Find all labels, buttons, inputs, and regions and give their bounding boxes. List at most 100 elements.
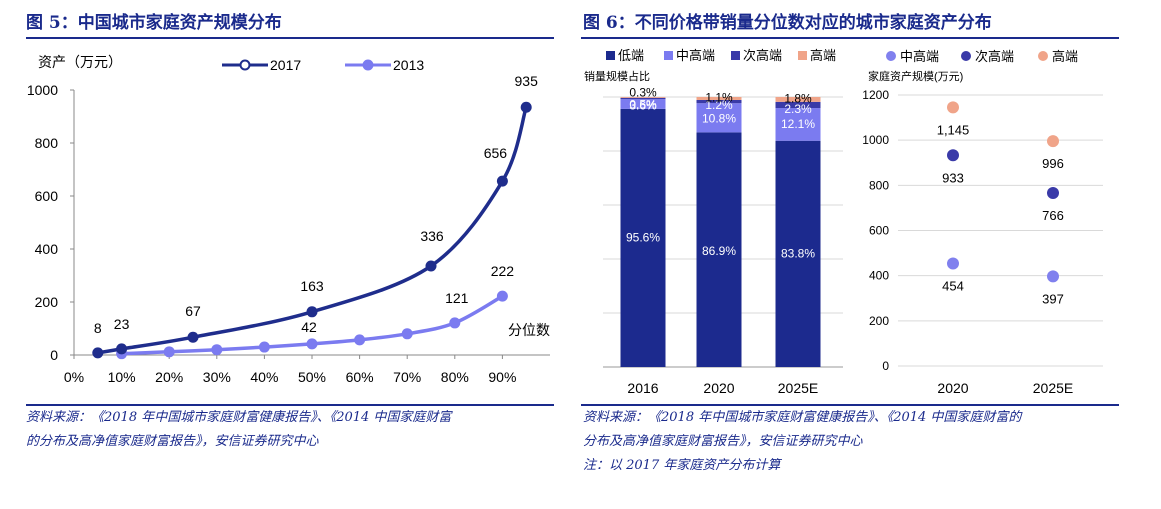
legend-marker-次高端 [961, 51, 971, 61]
x-tick-label: 30% [203, 369, 231, 385]
y-tick-label: 400 [35, 241, 59, 257]
data-point-2013 [258, 341, 270, 353]
x-tick-label: 20% [155, 369, 183, 385]
legend-label-高端: 高端 [810, 48, 836, 63]
bar-segment-次高端 [696, 99, 742, 104]
legend-label-次高端: 次高端 [975, 49, 1014, 64]
bar-segment-中高端 [620, 99, 666, 109]
x-tick-label: 80% [441, 369, 469, 385]
bar-segment-低端 [775, 140, 821, 367]
x-tick-label: 2020 [703, 380, 734, 396]
bar-segment-中高端 [775, 108, 821, 141]
figure-6-panel: 图 6：不同价格带销量分位数对应的城市家庭资产分布 销量规模占比 低端 中高端 次高端… [578, 0, 1161, 509]
legend-swatch-中高端 [664, 51, 673, 60]
figure-6-source-line2: 分布及高净值家庭财富报告》，安信证券研究中心 [583, 434, 863, 449]
figure-6-bottom-rule [581, 404, 1119, 406]
figure-6-note: 注：以 2017 年家庭资产分布计算 [583, 458, 781, 473]
legend-label-低端: 低端 [618, 48, 644, 63]
data-label-中高端: 454 [942, 278, 964, 293]
legend-marker-2017 [239, 59, 251, 71]
figure-5-source-line1: 资料来源：《2018 年中国城市家庭财富健康报告》、《2014 中国家庭财富 [26, 410, 452, 425]
data-point-2013 [306, 338, 318, 350]
figure-5-top-rule [26, 37, 554, 39]
figure-6-top-rule [581, 37, 1119, 39]
data-point-中高端 [1047, 270, 1059, 283]
bar-segment-高端 [775, 97, 821, 102]
data-label-高端: 996 [1042, 156, 1064, 171]
y-tick-label: 400 [869, 269, 889, 283]
data-label-2017: 67 [185, 303, 201, 319]
data-label-次高端: 1.2% [705, 98, 733, 112]
data-point-2013 [401, 328, 413, 340]
x-tick-label: 40% [250, 369, 278, 385]
legend-swatch-低端 [606, 51, 615, 60]
data-label-2017: 163 [300, 278, 324, 294]
x-tick-label: 2025E [778, 380, 818, 396]
data-point-次高端 [947, 149, 959, 162]
x-tick-label: 60% [346, 369, 374, 385]
legend-label-2013: 2013 [393, 57, 424, 73]
data-point-2017 [520, 101, 532, 113]
x-tick-label: 50% [298, 369, 326, 385]
figure-5-bottom-rule [26, 404, 554, 406]
data-point-次高端 [1047, 187, 1059, 200]
x-tick-label: 2025E [1033, 380, 1073, 396]
x-tick-label: 90% [488, 369, 516, 385]
x-tick-label: 10% [108, 369, 136, 385]
legend-label-2017: 2017 [270, 57, 301, 73]
data-label-中高端: 10.8% [702, 112, 736, 126]
figure-5-source: 资料来源：《2018 年中国城市家庭财富健康报告》、《2014 中国家庭财富 的… [26, 406, 451, 454]
x-tick-label: 70% [393, 369, 421, 385]
data-point-中高端 [947, 257, 959, 270]
data-label-2017: 935 [515, 73, 539, 89]
y-tick-label: 1000 [27, 82, 58, 98]
data-point-2017 [116, 343, 128, 355]
data-label-高端: 1.8% [784, 92, 812, 106]
bar-segment-中高端 [696, 103, 742, 133]
data-label-次高端: 766 [1042, 208, 1064, 223]
y-tick-label: 1200 [862, 88, 889, 102]
y-axis-title: 销量规模占比 [584, 69, 650, 83]
y-axis-title: 家庭资产规模(万元) [868, 69, 963, 83]
figure-5-chart: 0 200 400 600 800 1000 0% 10% 20% 30% 40% 50% 60% 70%… [27, 54, 550, 385]
legend-swatch-次高端 [731, 51, 740, 60]
x-tick-label: 2020 [937, 380, 968, 396]
y-tick-label: 200 [35, 294, 59, 310]
data-label-低端: 83.8% [781, 247, 815, 261]
bar-segment-低端 [696, 132, 742, 367]
data-point-2017 [496, 175, 508, 187]
y-tick-label: 1000 [862, 133, 889, 147]
data-label-2017: 23 [114, 316, 130, 332]
bar-segment-次高端 [775, 101, 821, 109]
data-point-2017 [306, 306, 318, 318]
data-label-2013: 121 [445, 290, 469, 306]
data-label-中高端: 397 [1042, 291, 1064, 306]
figure-5-panel: 图 5：中国城市家庭资产规模分布 0 200 400 600 800 1000 0% 10% 2… [0, 0, 560, 509]
y-tick-label: 200 [869, 314, 889, 328]
data-label-次高端: 0.5% [629, 98, 657, 112]
x-tick-label: 2016 [627, 380, 658, 396]
figure-6-source-line1: 资料来源：《2018 年中国城市家庭财富健康报告》、《2014 中国家庭财富的 [583, 410, 1022, 425]
bar-segment-次高端 [620, 97, 666, 100]
bar-segment-高端 [620, 97, 666, 98]
data-label-高端: 1.1% [705, 90, 733, 104]
bar-segment-低端 [620, 108, 666, 367]
legend-marker-2013 [362, 59, 374, 71]
figure-5-title: 图 5：中国城市家庭资产规模分布 [26, 13, 282, 33]
data-label-中高端: 12.1% [781, 117, 815, 131]
y-axis-title: 资产（万元） [38, 54, 122, 70]
data-label-高端: 1,145 [937, 122, 970, 137]
data-point-2017 [425, 260, 437, 272]
data-label-低端: 86.9% [702, 244, 736, 258]
data-label-低端: 95.6% [626, 230, 660, 244]
data-point-2013 [354, 334, 366, 346]
data-point-2013 [211, 344, 223, 356]
data-label-2017: 656 [484, 145, 508, 161]
figure-6-source: 资料来源：《2018 年中国城市家庭财富健康报告》、《2014 中国家庭财富的 … [583, 406, 1021, 478]
x-tick-label: 0% [64, 369, 84, 385]
data-point-2013 [449, 317, 461, 329]
data-label-次高端: 2.3% [784, 102, 812, 116]
data-label-中高端: 3.6% [629, 98, 657, 112]
legend-label-中高端: 中高端 [900, 49, 939, 64]
data-label-2017: 336 [420, 228, 444, 244]
